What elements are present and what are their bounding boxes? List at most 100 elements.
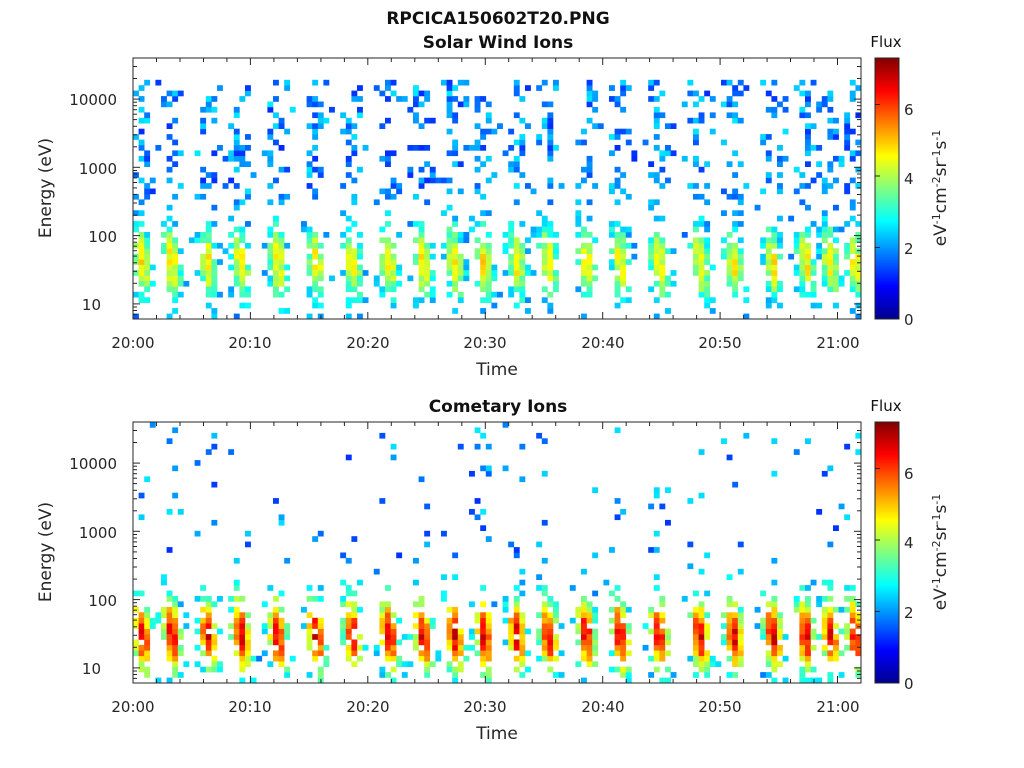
flux-cell [525, 297, 531, 303]
flux-cell [614, 291, 621, 298]
flux-cell [217, 85, 223, 91]
flux-cell [429, 623, 436, 629]
flux-cell [233, 259, 240, 265]
flux-cell [614, 606, 621, 613]
flux-cell [592, 634, 599, 640]
flux-cell [172, 465, 179, 472]
flux-cell [614, 221, 621, 227]
flux-cell [301, 606, 307, 613]
flux-cell [547, 308, 554, 314]
flux-cell [805, 270, 811, 276]
flux-cell [166, 177, 173, 184]
flux-cell [457, 101, 464, 108]
flux-cell [844, 221, 851, 227]
flux-cell [586, 612, 593, 618]
flux-cell [211, 242, 218, 249]
flux-cell [284, 79, 291, 86]
flux-cell [665, 628, 671, 635]
flux-cell [816, 145, 823, 151]
flux-cell [609, 183, 615, 189]
flux-cell [614, 183, 621, 189]
flux-cell [273, 270, 279, 276]
flux-cell [693, 221, 699, 227]
flux-cell [491, 275, 498, 282]
flux-cell [166, 677, 173, 684]
flux-cell [704, 650, 711, 657]
flux-cell [827, 248, 834, 254]
flux-cell [765, 655, 772, 662]
flux-cell [306, 596, 313, 602]
flux-cell [849, 264, 856, 271]
flux-cell [592, 90, 599, 97]
flux-cell [424, 655, 431, 662]
flux-cell [844, 270, 851, 276]
flux-cell [166, 215, 173, 222]
flux-cell [362, 644, 369, 651]
flux-cell [513, 547, 520, 553]
flux-cell [345, 161, 352, 167]
flux-cell [625, 639, 632, 646]
flux-cell [844, 606, 851, 613]
flux-cell [805, 259, 811, 265]
flux-cell [765, 270, 772, 276]
flux-cell [653, 270, 660, 276]
flux-cell [586, 253, 593, 260]
flux-cell [474, 155, 481, 162]
flux-cell [788, 253, 795, 260]
flux-cell [849, 606, 856, 613]
flux-cell [771, 644, 778, 651]
flux-cell [693, 90, 699, 97]
flux-cell [513, 264, 520, 271]
flux-cell [194, 617, 201, 624]
flux-cell [278, 253, 285, 260]
flux-cell [698, 280, 705, 287]
flux-cell [816, 302, 823, 309]
flux-cell [446, 280, 453, 287]
flux-cell [424, 644, 431, 651]
flux-cell [306, 226, 313, 233]
flux-cell [345, 275, 352, 282]
flux-cell [144, 117, 151, 124]
flux-cell [805, 623, 811, 629]
flux-cell [777, 253, 783, 260]
flux-cell [424, 672, 431, 678]
flux-cell [805, 628, 811, 635]
flux-cell [457, 259, 464, 265]
flux-cell [306, 264, 313, 271]
flux-cell [211, 308, 218, 314]
flux-cell [379, 286, 386, 293]
flux-cell [351, 270, 358, 276]
flux-cell [390, 79, 397, 86]
flux-cell [233, 275, 240, 282]
flux-cell [805, 677, 811, 684]
flux-cell [732, 628, 739, 635]
flux-cell [547, 291, 554, 298]
flux-cell [345, 286, 352, 293]
flux-cell [446, 101, 453, 108]
flux-cell [833, 259, 839, 265]
flux-cell [715, 661, 722, 667]
flux-cell [704, 672, 711, 678]
flux-cell [452, 672, 459, 678]
flux-cell [625, 139, 632, 146]
flux-cell [345, 650, 352, 657]
flux-cell [698, 264, 705, 271]
flux-cell [754, 606, 761, 613]
flux-cell [547, 155, 554, 162]
flux-cell [665, 308, 671, 314]
flux-cell [732, 242, 739, 249]
flux-cell [457, 264, 464, 271]
flux-cell [553, 79, 559, 86]
flux-cell [777, 232, 783, 238]
flux-cell [480, 465, 487, 472]
flux-cell [799, 634, 806, 640]
flux-cell [446, 253, 453, 260]
flux-cell [144, 617, 151, 624]
flux-cell [379, 264, 386, 271]
flux-cell [855, 112, 862, 119]
flux-cell [177, 90, 184, 97]
flux-cell [250, 172, 257, 178]
flux-cell [138, 199, 145, 206]
flux-cell [519, 291, 526, 298]
flux-cell [205, 639, 212, 646]
